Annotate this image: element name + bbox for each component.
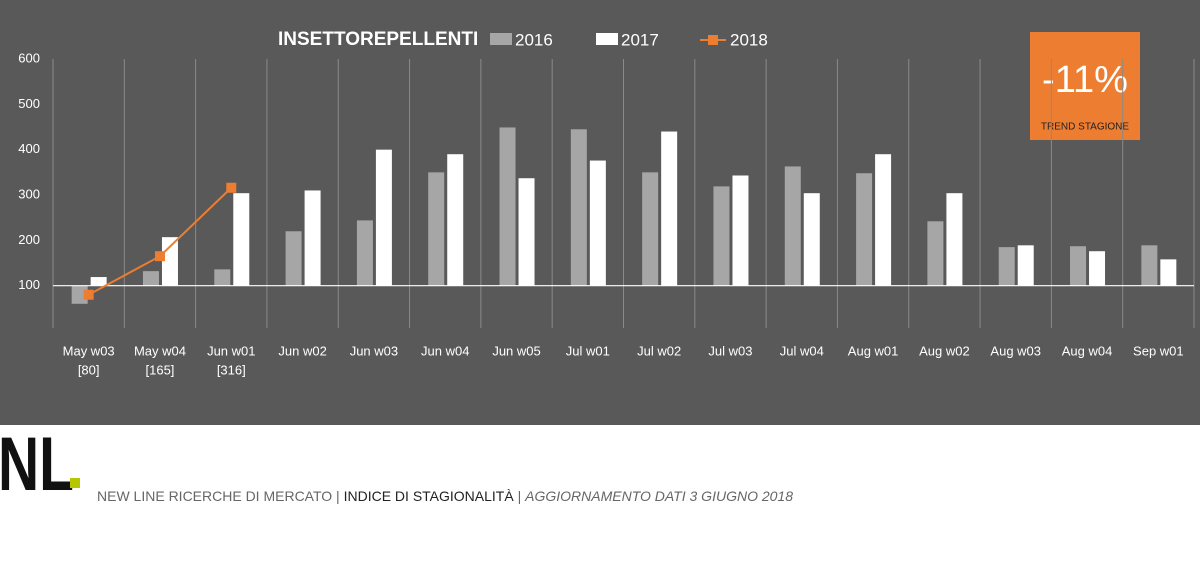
bar bbox=[1089, 251, 1106, 286]
bar bbox=[1160, 259, 1177, 286]
trend-badge bbox=[1030, 32, 1140, 140]
y-tick-label: 300 bbox=[18, 186, 40, 201]
x-tick-label: Jun w02 bbox=[278, 343, 326, 358]
bar bbox=[998, 247, 1015, 286]
x-tick-label: Jun w01 bbox=[207, 343, 255, 358]
logo-dot bbox=[70, 478, 80, 488]
legend-swatch bbox=[490, 33, 512, 45]
footer-update: AGGIORNAMENTO DATI 3 GIUGNO 2018 bbox=[524, 488, 793, 504]
line-marker bbox=[226, 182, 237, 193]
y-tick-label: 200 bbox=[18, 232, 40, 247]
y-tick-label: 400 bbox=[18, 141, 40, 156]
value-label: [80] bbox=[78, 362, 100, 377]
bar bbox=[784, 166, 801, 286]
bar bbox=[499, 127, 516, 286]
value-label: [316] bbox=[217, 362, 246, 377]
separator: | bbox=[514, 488, 525, 504]
x-tick-label: Jul w01 bbox=[566, 343, 610, 358]
footer-text: NEW LINE RICERCHE DI MERCATO | INDICE DI… bbox=[97, 488, 793, 504]
footer-company: NEW LINE RICERCHE DI MERCATO bbox=[97, 488, 332, 504]
line-marker bbox=[83, 289, 94, 300]
x-tick-label: Jun w05 bbox=[492, 343, 540, 358]
bar bbox=[803, 193, 820, 286]
value-label: [165] bbox=[146, 362, 175, 377]
bar bbox=[856, 173, 873, 286]
bar bbox=[589, 160, 606, 286]
bar bbox=[1017, 245, 1034, 286]
bar bbox=[214, 269, 231, 286]
legend-label: 2018 bbox=[730, 30, 768, 49]
bar bbox=[946, 193, 963, 286]
x-tick-label: Jun w03 bbox=[350, 343, 398, 358]
x-tick-label: Jul w03 bbox=[708, 343, 752, 358]
bar bbox=[356, 220, 373, 286]
bar bbox=[161, 237, 178, 286]
trend-label: TREND STAGIONE bbox=[1041, 122, 1129, 133]
x-tick-label: Jul w02 bbox=[637, 343, 681, 358]
y-tick-label: 600 bbox=[18, 50, 40, 65]
bar bbox=[447, 154, 464, 286]
x-tick-label: Sep w01 bbox=[1133, 343, 1184, 358]
x-tick-label: Jun w04 bbox=[421, 343, 469, 358]
legend-swatch bbox=[596, 33, 618, 45]
y-tick-label: 100 bbox=[18, 277, 40, 292]
x-tick-label: Aug w02 bbox=[919, 343, 970, 358]
legend-label: 2016 bbox=[515, 30, 553, 49]
bar bbox=[875, 154, 892, 286]
x-tick-label: May w03 bbox=[63, 343, 115, 358]
x-tick-label: Jul w04 bbox=[780, 343, 824, 358]
line-marker bbox=[154, 251, 165, 262]
trend-value: -11% bbox=[1042, 59, 1128, 101]
bar bbox=[1141, 245, 1158, 286]
bar bbox=[90, 277, 107, 286]
bar bbox=[518, 178, 535, 286]
bar bbox=[661, 131, 678, 286]
legend-label: 2017 bbox=[621, 30, 659, 49]
bar bbox=[642, 172, 659, 286]
bar bbox=[570, 129, 587, 286]
x-tick-label: Aug w03 bbox=[990, 343, 1041, 358]
bar bbox=[142, 271, 159, 286]
bar bbox=[732, 175, 749, 286]
x-tick-label: Aug w04 bbox=[1062, 343, 1113, 358]
chart-title: INSETTOREPELLENTI bbox=[278, 29, 478, 50]
bar bbox=[428, 172, 445, 286]
x-tick-label: Aug w01 bbox=[848, 343, 899, 358]
separator: | bbox=[332, 488, 343, 504]
bar bbox=[1070, 246, 1087, 286]
bar bbox=[927, 221, 944, 286]
logo: NL bbox=[0, 422, 74, 507]
legend-marker bbox=[708, 35, 718, 45]
bar bbox=[233, 193, 250, 286]
footer-index: INDICE DI STAGIONALITÀ bbox=[344, 488, 515, 504]
bar bbox=[713, 186, 730, 286]
y-tick-label: 500 bbox=[18, 96, 40, 111]
bar bbox=[285, 231, 302, 286]
bar bbox=[375, 149, 392, 286]
bar bbox=[304, 190, 321, 286]
x-tick-label: May w04 bbox=[134, 343, 186, 358]
